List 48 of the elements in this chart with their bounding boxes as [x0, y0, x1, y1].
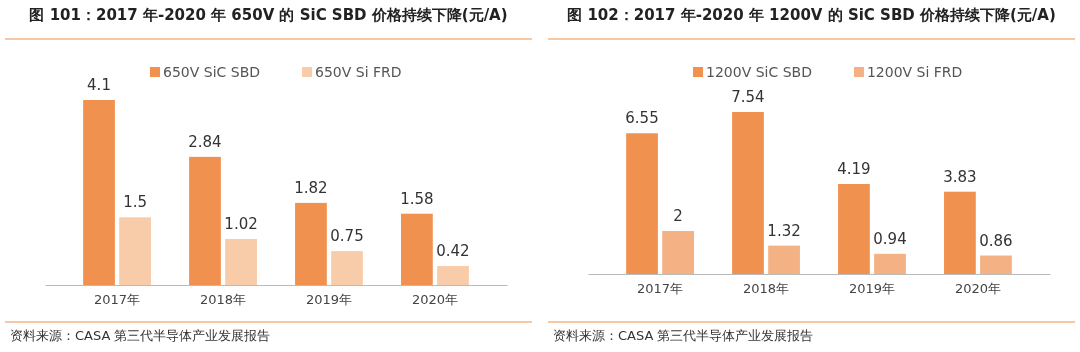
chart-title: 图 101：2017 年-2020 年 650V 的 SiC SBD 价格持续下降(元/A)	[29, 6, 508, 24]
bar	[83, 100, 115, 285]
legend-label: 650V SiC SBD	[163, 64, 261, 80]
x-tick-label: 2020年	[411, 292, 458, 308]
text: 资料来源：CASA 第三代半导体产业发展报告	[10, 328, 271, 343]
text: 资料来源：CASA 第三代半导体产业发展报告	[553, 328, 814, 343]
data-label: 0.75	[330, 227, 364, 246]
data-label: 0.94	[873, 229, 907, 248]
x-tick-label: 2017年	[94, 292, 141, 308]
data-label: 1.02	[224, 214, 258, 233]
x-tick-label: 2017年	[637, 281, 684, 297]
bar	[401, 213, 433, 285]
bar	[732, 112, 764, 274]
data-label: 3.83	[943, 167, 977, 186]
bar	[768, 245, 800, 274]
data-label: 0.86	[979, 231, 1013, 250]
data-label: 6.55	[625, 109, 659, 128]
bar	[331, 251, 363, 285]
legend-label: 1200V SiC SBD	[706, 64, 812, 80]
data-label: 4.19	[837, 159, 871, 178]
data-label: 0.42	[436, 242, 470, 261]
x-tick-label: 2018年	[742, 281, 790, 297]
legend-label: 1200V Si FRD	[866, 64, 963, 80]
x-tick-label: 2019年	[305, 292, 353, 308]
bar	[874, 253, 906, 274]
legend-label: 650V Si FRD	[315, 64, 402, 80]
data-label: 7.54	[731, 88, 765, 106]
data-label: 1.32	[767, 221, 801, 240]
bar	[189, 156, 221, 285]
bar	[225, 238, 257, 285]
bar	[437, 266, 469, 285]
chart-title: 图 102：2017 年-2020 年 1200V 的 SiC SBD 价格持续下降(元/A)	[567, 6, 1056, 24]
data-label: 1.58	[400, 189, 434, 208]
x-tick-label: 2018年	[199, 292, 247, 308]
data-label: 4.1	[87, 76, 111, 94]
bar	[662, 231, 694, 274]
data-label: 2.84	[188, 132, 222, 151]
bar	[119, 217, 151, 285]
x-tick-label: 2020年	[954, 281, 1001, 297]
bar	[626, 133, 658, 274]
data-label: 1.82	[294, 178, 328, 197]
bar	[295, 202, 327, 285]
bar	[838, 183, 870, 274]
data-label: 1.5	[123, 193, 148, 212]
bar	[980, 255, 1012, 274]
data-label: 2	[673, 207, 683, 226]
x-tick-label: 2019年	[848, 281, 896, 297]
bar	[944, 191, 976, 274]
